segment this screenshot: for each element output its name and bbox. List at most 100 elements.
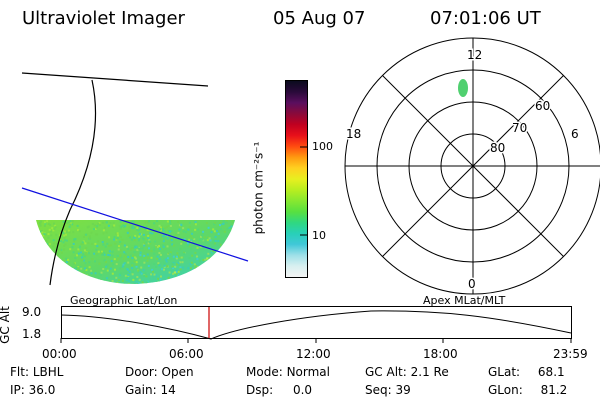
- speckle-pixel: [132, 226, 135, 229]
- speckle-pixel: [181, 261, 184, 264]
- speckle-pixel: [81, 243, 84, 245]
- speckle-pixel: [195, 255, 198, 258]
- speckle-pixel: [79, 245, 81, 248]
- speckle-pixel: [193, 238, 196, 241]
- speckle-pixel: [107, 254, 110, 256]
- speckle-pixel: [165, 260, 168, 263]
- speckle-pixel: [52, 229, 55, 232]
- speckle-pixel: [121, 238, 124, 241]
- speckle-pixel: [104, 226, 106, 229]
- speckle-pixel: [140, 233, 143, 236]
- speckle-pixel: [97, 222, 100, 225]
- speckle-pixel: [108, 250, 111, 253]
- speckle-pixel: [175, 233, 178, 236]
- speckle-pixel: [56, 249, 59, 252]
- speckle-pixel: [37, 256, 40, 259]
- speckle-pixel: [158, 224, 161, 227]
- speckle-pixel: [42, 255, 45, 257]
- speckle-pixel: [53, 227, 56, 230]
- speckle-pixel: [94, 260, 96, 263]
- speckle-pixel: [74, 270, 77, 273]
- speckle-pixel: [122, 263, 125, 266]
- speckle-pixel: [102, 279, 105, 282]
- speckle-pixel: [131, 247, 134, 249]
- speckle-pixel: [180, 256, 183, 259]
- speckle-pixel: [58, 280, 60, 283]
- speckle-pixel: [219, 224, 221, 227]
- speckle-pixel: [150, 273, 153, 276]
- speckle-pixel: [89, 282, 92, 284]
- speckle-pixel: [102, 229, 105, 232]
- speckle-pixel: [233, 247, 235, 250]
- speckle-pixel: [133, 236, 136, 239]
- speckle-pixel: [225, 235, 228, 237]
- speckle-pixel: [77, 248, 80, 251]
- speckle-pixel: [47, 233, 50, 235]
- speckle-pixel: [77, 229, 79, 232]
- speckle-pixel: [144, 263, 147, 266]
- speckle-pixel: [95, 253, 98, 255]
- speckle-pixel: [39, 240, 42, 243]
- speckle-pixel: [55, 233, 58, 236]
- speckle-pixel: [49, 260, 52, 263]
- speckle-pixel: [91, 223, 94, 225]
- speckle-pixel: [214, 239, 217, 242]
- speckle-pixel: [123, 244, 126, 247]
- speckle-pixel: [143, 242, 146, 245]
- speckle-pixel: [159, 278, 162, 281]
- speckle-pixel: [41, 256, 44, 259]
- speckle-pixel: [111, 280, 114, 282]
- speckle-pixel: [233, 220, 235, 223]
- speckle-pixel: [162, 244, 165, 247]
- speckle-pixel: [42, 277, 45, 280]
- time-tick-1200: 12:00: [296, 347, 331, 361]
- altitude-curve: [60, 310, 572, 340]
- speckle-pixel: [66, 222, 69, 225]
- speckle-pixel: [135, 261, 138, 264]
- speckle-pixel: [229, 260, 232, 263]
- speckle-pixel: [119, 220, 122, 223]
- speckle-pixel: [213, 250, 216, 253]
- speckle-pixel: [143, 254, 146, 257]
- speckle-pixel: [118, 245, 120, 248]
- speckle-pixel: [176, 263, 178, 266]
- speckle-pixel: [137, 269, 140, 272]
- speckle-pixel: [231, 220, 234, 223]
- speckle-pixel: [143, 244, 146, 247]
- speckle-pixel: [90, 269, 93, 272]
- speckle-pixel: [80, 242, 83, 245]
- speckle-pixel: [54, 224, 57, 227]
- speckle-pixel: [189, 235, 192, 238]
- speckle-pixel: [37, 276, 40, 278]
- speckle-pixel: [82, 236, 85, 238]
- speckle-pixel: [119, 273, 122, 276]
- speckle-pixel: [223, 264, 226, 267]
- speckle-pixel: [105, 261, 107, 263]
- speckle-pixel: [229, 247, 232, 250]
- speckle-pixel: [127, 273, 130, 276]
- terminator-line: [21, 187, 249, 262]
- speckle-pixel: [50, 258, 53, 261]
- speckle-pixel: [159, 248, 161, 250]
- speckle-pixel: [106, 269, 109, 272]
- speckle-pixel: [232, 282, 235, 284]
- speckle-pixel: [182, 227, 185, 230]
- speckle-pixel: [208, 237, 211, 240]
- speckle-pixel: [220, 228, 223, 231]
- meridian-line: [21, 72, 209, 87]
- speckle-pixel: [158, 245, 160, 247]
- speckle-pixel: [110, 244, 113, 247]
- speckle-pixel: [72, 231, 75, 234]
- speckle-pixel: [190, 239, 193, 242]
- speckle-pixel: [115, 237, 118, 240]
- speckle-pixel: [42, 261, 45, 264]
- speckle-pixel: [210, 231, 213, 234]
- speckle-pixel: [93, 224, 96, 227]
- speckle-pixel: [135, 263, 138, 266]
- speckle-pixel: [177, 231, 180, 234]
- speckle-pixel: [85, 253, 88, 256]
- speckle-pixel: [74, 281, 77, 284]
- speckle-pixel: [136, 227, 139, 229]
- speckle-pixel: [47, 270, 50, 273]
- speckle-pixel: [131, 254, 134, 257]
